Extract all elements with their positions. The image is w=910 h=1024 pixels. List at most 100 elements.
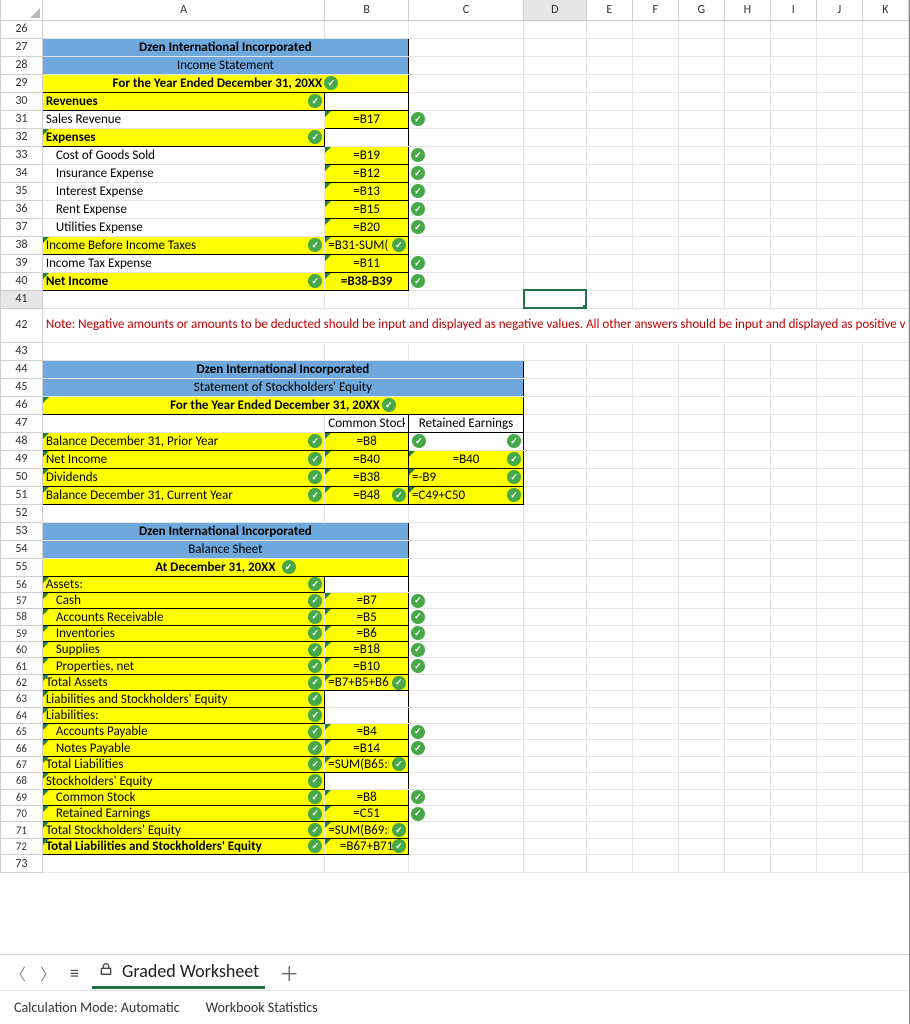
cell-E48[interactable]: [586, 432, 632, 450]
cell-A45[interactable]: Statement of Stockholders' Equity: [42, 378, 523, 396]
cell-F40[interactable]: [632, 272, 678, 290]
cell-C33[interactable]: [408, 146, 523, 164]
cell-K63[interactable]: [862, 691, 908, 707]
cell-A71[interactable]: Total Stockholders' Equity: [42, 822, 324, 838]
cell-K61[interactable]: [862, 658, 908, 674]
cell-C55[interactable]: [408, 558, 523, 576]
cell-G51[interactable]: [678, 486, 724, 504]
cell-C60[interactable]: [408, 642, 523, 658]
row-header-55[interactable]: 55: [1, 558, 43, 576]
cell-F53[interactable]: [632, 522, 678, 540]
row-header-35[interactable]: 35: [1, 182, 43, 200]
cell-F55[interactable]: [632, 558, 678, 576]
cell-C37[interactable]: [408, 218, 523, 236]
row-header-44[interactable]: 44: [1, 360, 43, 378]
cell-A43[interactable]: [42, 342, 324, 360]
cell-H39[interactable]: [724, 254, 770, 272]
cell-B30[interactable]: [325, 92, 409, 110]
cell-C39[interactable]: [408, 254, 523, 272]
cell-F64[interactable]: [632, 707, 678, 723]
column-header-J[interactable]: J: [816, 0, 862, 20]
cell-K68[interactable]: [862, 773, 908, 789]
cell-A65[interactable]: Accounts Payable: [42, 724, 324, 740]
cell-D62[interactable]: [524, 674, 587, 690]
cell-B40[interactable]: =B38-B39: [325, 272, 409, 290]
cell-J31[interactable]: [816, 110, 862, 128]
cell-G44[interactable]: [678, 360, 724, 378]
cell-A38[interactable]: Income Before Income Taxes: [42, 236, 324, 254]
cell-I39[interactable]: [770, 254, 816, 272]
cell-H28[interactable]: [724, 56, 770, 74]
cell-C71[interactable]: [408, 822, 523, 838]
cell-D28[interactable]: [524, 56, 587, 74]
cell-E29[interactable]: [586, 74, 632, 92]
cell-G71[interactable]: [678, 822, 724, 838]
cell-F54[interactable]: [632, 540, 678, 558]
cell-I40[interactable]: [770, 272, 816, 290]
cell-C72[interactable]: [408, 838, 523, 854]
row-header-38[interactable]: 38: [1, 236, 43, 254]
cell-G58[interactable]: [678, 609, 724, 625]
cell-H33[interactable]: [724, 146, 770, 164]
cell-G54[interactable]: [678, 540, 724, 558]
cell-K66[interactable]: [862, 740, 908, 756]
cell-B71[interactable]: =SUM(B69:B70): [325, 822, 409, 838]
cell-D50[interactable]: [524, 468, 587, 486]
cell-H43[interactable]: [724, 342, 770, 360]
cell-J32[interactable]: [816, 128, 862, 146]
cell-F69[interactable]: [632, 789, 678, 805]
cell-B58[interactable]: =B5: [325, 609, 409, 625]
cell-C70[interactable]: [408, 805, 523, 821]
cell-C43[interactable]: [408, 342, 523, 360]
cell-C58[interactable]: [408, 609, 523, 625]
cell-H38[interactable]: [724, 236, 770, 254]
cell-F33[interactable]: [632, 146, 678, 164]
cell-H64[interactable]: [724, 707, 770, 723]
cell-E43[interactable]: [586, 342, 632, 360]
cell-K58[interactable]: [862, 609, 908, 625]
cell-K38[interactable]: [862, 236, 908, 254]
cell-K44[interactable]: [862, 360, 908, 378]
cell-H48[interactable]: [724, 432, 770, 450]
row-header-26[interactable]: 26: [1, 20, 43, 38]
cell-H73[interactable]: [724, 855, 770, 873]
cell-D64[interactable]: [524, 707, 587, 723]
cell-D60[interactable]: [524, 642, 587, 658]
cell-J59[interactable]: [816, 625, 862, 641]
cell-F67[interactable]: [632, 756, 678, 772]
cell-C49[interactable]: =B40: [408, 450, 523, 468]
cell-I69[interactable]: [770, 789, 816, 805]
cell-G38[interactable]: [678, 236, 724, 254]
cell-D68[interactable]: [524, 773, 587, 789]
cell-I31[interactable]: [770, 110, 816, 128]
cell-H56[interactable]: [724, 576, 770, 592]
row-header-64[interactable]: 64: [1, 707, 43, 723]
cell-J57[interactable]: [816, 592, 862, 608]
cell-A30[interactable]: Revenues: [42, 92, 324, 110]
cell-A52[interactable]: [42, 504, 324, 522]
cell-F34[interactable]: [632, 164, 678, 182]
cell-D65[interactable]: [524, 724, 587, 740]
cell-D57[interactable]: [524, 592, 587, 608]
cell-E73[interactable]: [586, 855, 632, 873]
cell-B51[interactable]: =B48: [325, 486, 409, 504]
cell-H52[interactable]: [724, 504, 770, 522]
cell-J43[interactable]: [816, 342, 862, 360]
cell-J28[interactable]: [816, 56, 862, 74]
cell-K65[interactable]: [862, 724, 908, 740]
cell-E37[interactable]: [586, 218, 632, 236]
cell-B52[interactable]: [325, 504, 409, 522]
cell-G27[interactable]: [678, 38, 724, 56]
cell-K69[interactable]: [862, 789, 908, 805]
cell-E64[interactable]: [586, 707, 632, 723]
cell-H34[interactable]: [724, 164, 770, 182]
cell-G35[interactable]: [678, 182, 724, 200]
row-header-68[interactable]: 68: [1, 773, 43, 789]
cell-K28[interactable]: [862, 56, 908, 74]
row-header-32[interactable]: 32: [1, 128, 43, 146]
cell-K60[interactable]: [862, 642, 908, 658]
column-header-D[interactable]: D: [524, 0, 587, 20]
cell-E72[interactable]: [586, 838, 632, 854]
cell-G67[interactable]: [678, 756, 724, 772]
cell-C36[interactable]: [408, 200, 523, 218]
